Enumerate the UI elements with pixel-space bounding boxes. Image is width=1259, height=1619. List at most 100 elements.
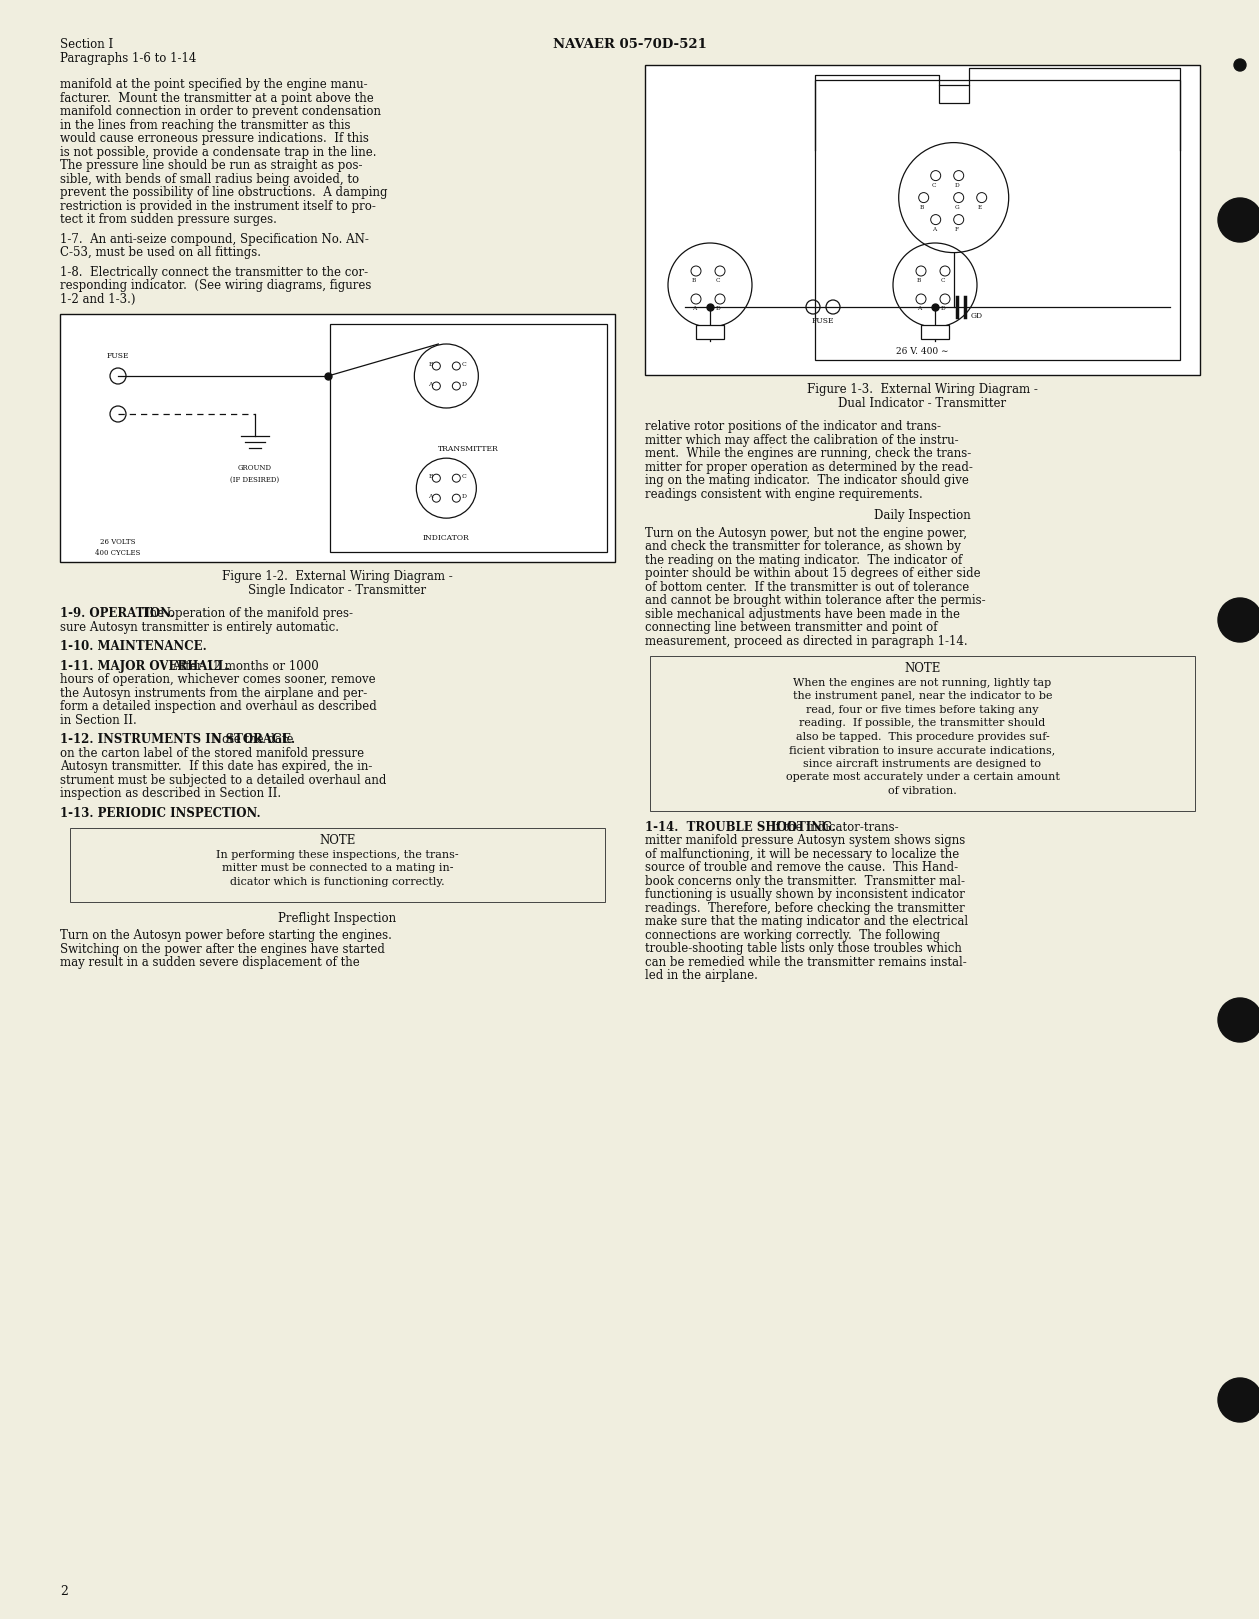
Text: 26 V. 400 ∼: 26 V. 400 ∼	[896, 346, 949, 356]
Text: sible, with bends of small radius being avoided, to: sible, with bends of small radius being …	[60, 173, 359, 186]
Text: B: B	[428, 474, 433, 479]
Text: TRANSMITTER: TRANSMITTER	[438, 445, 499, 453]
Text: facturer.  Mount the transmitter at a point above the: facturer. Mount the transmitter at a poi…	[60, 92, 374, 105]
Text: 1-7.  An anti-seize compound, Specification No. AN-: 1-7. An anti-seize compound, Specificati…	[60, 233, 369, 246]
Text: NAVAER 05-70D-521: NAVAER 05-70D-521	[553, 37, 708, 52]
Text: mitter manifold pressure Autosyn system shows signs: mitter manifold pressure Autosyn system …	[645, 834, 966, 847]
Text: B: B	[428, 363, 433, 368]
Text: A: A	[692, 306, 696, 311]
Bar	[60, 314, 614, 562]
Text: NOTE: NOTE	[904, 662, 940, 675]
Text: D: D	[461, 494, 466, 499]
Text: 1-13. PERIODIC INSPECTION.: 1-13. PERIODIC INSPECTION.	[60, 806, 261, 819]
Text: A: A	[932, 227, 935, 232]
Text: 400 CYCLES: 400 CYCLES	[96, 549, 141, 557]
Text: C: C	[461, 474, 466, 479]
Text: After 12 months or 1000: After 12 months or 1000	[169, 659, 319, 672]
Text: the Autosyn instruments from the airplane and per-: the Autosyn instruments from the airplan…	[60, 686, 368, 699]
Text: manifold connection in order to prevent condensation: manifold connection in order to prevent …	[60, 105, 381, 118]
Text: D: D	[954, 183, 959, 188]
Text: 1-2 and 1-3.): 1-2 and 1-3.)	[60, 293, 136, 306]
Bar	[815, 79, 1180, 359]
Text: connections are working correctly.  The following: connections are working correctly. The f…	[645, 929, 940, 942]
Text: would cause erroneous pressure indications.  If this: would cause erroneous pressure indicatio…	[60, 133, 369, 146]
Text: on the carton label of the stored manifold pressure: on the carton label of the stored manifo…	[60, 746, 364, 759]
Text: form a detailed inspection and overhaul as described: form a detailed inspection and overhaul …	[60, 699, 376, 712]
Text: and check the transmitter for tolerance, as shown by: and check the transmitter for tolerance,…	[645, 541, 961, 554]
Text: C: C	[716, 278, 720, 283]
Text: pointer should be within about 15 degrees of either side: pointer should be within about 15 degree…	[645, 567, 981, 580]
Text: dicator which is functioning correctly.: dicator which is functioning correctly.	[230, 876, 444, 887]
Text: also be tapped.  This procedure provides suf-: also be tapped. This procedure provides …	[796, 732, 1049, 742]
Text: (IF DESIRED): (IF DESIRED)	[230, 476, 279, 484]
Text: sible mechanical adjustments have been made in the: sible mechanical adjustments have been m…	[645, 607, 961, 620]
Text: sure Autosyn transmitter is entirely automatic.: sure Autosyn transmitter is entirely aut…	[60, 620, 339, 633]
Text: Preflight Inspection: Preflight Inspection	[278, 911, 397, 924]
Text: G: G	[954, 204, 959, 209]
Text: of malfunctioning, it will be necessary to localize the: of malfunctioning, it will be necessary …	[645, 847, 959, 861]
Text: Paragraphs 1-6 to 1-14: Paragraphs 1-6 to 1-14	[60, 52, 196, 65]
Text: operate most accurately under a certain amount: operate most accurately under a certain …	[786, 772, 1059, 782]
Text: of vibration.: of vibration.	[888, 785, 957, 795]
Text: D: D	[461, 382, 466, 387]
Text: functioning is usually shown by inconsistent indicator: functioning is usually shown by inconsis…	[645, 887, 964, 902]
Text: 26 VOLTS: 26 VOLTS	[101, 538, 136, 546]
Text: D: D	[716, 306, 720, 311]
Text: mitter must be connected to a mating in-: mitter must be connected to a mating in-	[222, 863, 453, 873]
Text: When the engines are not running, lightly tap: When the engines are not running, lightl…	[793, 677, 1051, 688]
Text: led in the airplane.: led in the airplane.	[645, 970, 758, 983]
Text: NOTE: NOTE	[320, 834, 356, 847]
Text: reading.  If possible, the transmitter should: reading. If possible, the transmitter sh…	[799, 717, 1046, 729]
Text: readings.  Therefore, before checking the transmitter: readings. Therefore, before checking the…	[645, 902, 964, 915]
Text: Single Indicator - Transmitter: Single Indicator - Transmitter	[248, 583, 427, 596]
Text: E: E	[978, 204, 982, 209]
Text: measurement, proceed as directed in paragraph 1-14.: measurement, proceed as directed in para…	[645, 635, 968, 648]
Text: FUSE: FUSE	[812, 317, 835, 325]
Text: A: A	[917, 306, 922, 311]
Text: mitter which may affect the calibration of the instru-: mitter which may affect the calibration …	[645, 434, 958, 447]
Text: Figure 1-2.  External Wiring Diagram -: Figure 1-2. External Wiring Diagram -	[222, 570, 453, 583]
Text: can be remedied while the transmitter remains instal-: can be remedied while the transmitter re…	[645, 955, 967, 968]
Bar	[71, 827, 606, 902]
Circle shape	[1217, 1378, 1259, 1421]
Text: B: B	[920, 204, 924, 209]
Bar	[330, 324, 607, 552]
Text: may result in a sudden severe displacement of the: may result in a sudden severe displaceme…	[60, 955, 360, 970]
Text: mitter for proper operation as determined by the read-: mitter for proper operation as determine…	[645, 460, 973, 473]
Text: Autosyn transmitter.  If this date has expired, the in-: Autosyn transmitter. If this date has ex…	[60, 759, 373, 772]
Text: 1-10. MAINTENANCE.: 1-10. MAINTENANCE.	[60, 640, 206, 652]
Text: strument must be subjected to a detailed overhaul and: strument must be subjected to a detailed…	[60, 774, 387, 787]
Circle shape	[1217, 997, 1259, 1043]
Text: Turn on the Autosyn power before starting the engines.: Turn on the Autosyn power before startin…	[60, 929, 392, 942]
Text: of bottom center.  If the transmitter is out of tolerance: of bottom center. If the transmitter is …	[645, 581, 969, 594]
Text: hours of operation, whichever comes sooner, remove: hours of operation, whichever comes soon…	[60, 674, 375, 686]
Text: Note the date: Note the date	[208, 733, 293, 746]
Text: 1-11. MAJOR OVERHAUL.: 1-11. MAJOR OVERHAUL.	[60, 659, 230, 672]
Text: GROUND: GROUND	[238, 465, 272, 473]
Text: readings consistent with engine requirements.: readings consistent with engine requirem…	[645, 487, 923, 500]
Text: D: D	[940, 306, 946, 311]
Text: and cannot be brought within tolerance after the permis-: and cannot be brought within tolerance a…	[645, 594, 986, 607]
Text: ficient vibration to insure accurate indications,: ficient vibration to insure accurate ind…	[789, 745, 1055, 754]
Text: B: B	[692, 278, 696, 283]
Text: ment.  While the engines are running, check the trans-: ment. While the engines are running, che…	[645, 447, 971, 460]
Text: read, four or five times before taking any: read, four or five times before taking a…	[806, 704, 1039, 714]
Text: Section I: Section I	[60, 37, 113, 52]
Text: connecting line between transmitter and point of: connecting line between transmitter and …	[645, 622, 938, 635]
Text: relative rotor positions of the indicator and trans-: relative rotor positions of the indicato…	[645, 419, 940, 432]
Text: the reading on the mating indicator.  The indicator of: the reading on the mating indicator. The…	[645, 554, 962, 567]
Text: 2: 2	[60, 1585, 68, 1598]
Text: trouble-shooting table lists only those troubles which: trouble-shooting table lists only those …	[645, 942, 962, 955]
Text: ing on the mating indicator.  The indicator should give: ing on the mating indicator. The indicat…	[645, 474, 969, 487]
Text: in Section II.: in Section II.	[60, 714, 137, 727]
Text: make sure that the mating indicator and the electrical: make sure that the mating indicator and …	[645, 915, 968, 928]
Text: Turn on the Autosyn power, but not the engine power,: Turn on the Autosyn power, but not the e…	[645, 526, 967, 539]
Text: C: C	[461, 363, 466, 368]
Text: The operation of the manifold pres-: The operation of the manifold pres-	[138, 607, 353, 620]
Text: A: A	[428, 494, 433, 499]
Text: F: F	[954, 227, 958, 232]
Text: 1-8.  Electrically connect the transmitter to the cor-: 1-8. Electrically connect the transmitte…	[60, 266, 368, 278]
Text: 1-9. OPERATION.: 1-9. OPERATION.	[60, 607, 174, 620]
Text: FUSE: FUSE	[107, 351, 130, 359]
Text: Daily Inspection: Daily Inspection	[874, 508, 971, 521]
